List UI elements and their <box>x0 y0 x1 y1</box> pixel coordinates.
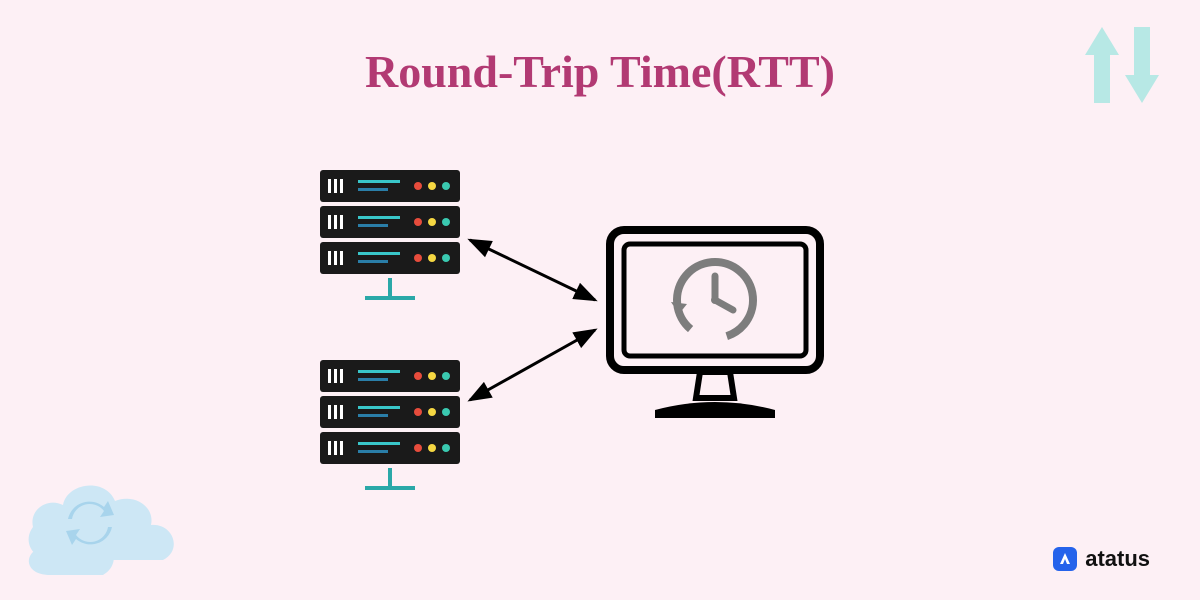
server-unit <box>320 206 460 238</box>
page-title: Round-Trip Time(RTT) <box>365 45 835 98</box>
computer-monitor-icon <box>600 210 830 445</box>
server-unit <box>320 396 460 428</box>
clock-history-icon <box>661 246 768 353</box>
cloud-sync-icon <box>15 465 195 590</box>
brand-logo: atatus <box>1053 546 1150 572</box>
bidirectional-arrow-icon <box>470 330 595 400</box>
up-arrow-icon <box>1085 27 1119 103</box>
atatus-logo-icon <box>1053 547 1077 571</box>
server-unit <box>320 360 460 392</box>
brand-name: atatus <box>1085 546 1150 572</box>
server-stack-bottom <box>320 360 460 490</box>
server-unit <box>320 170 460 202</box>
server-unit <box>320 432 460 464</box>
up-down-arrows-icon <box>1070 15 1170 120</box>
bidirectional-arrow-icon <box>470 240 595 300</box>
server-unit <box>320 242 460 274</box>
diagram-canvas: Round-Trip Time(RTT) <box>0 0 1200 600</box>
down-arrow-icon <box>1125 27 1159 103</box>
server-stack-top <box>320 170 460 300</box>
